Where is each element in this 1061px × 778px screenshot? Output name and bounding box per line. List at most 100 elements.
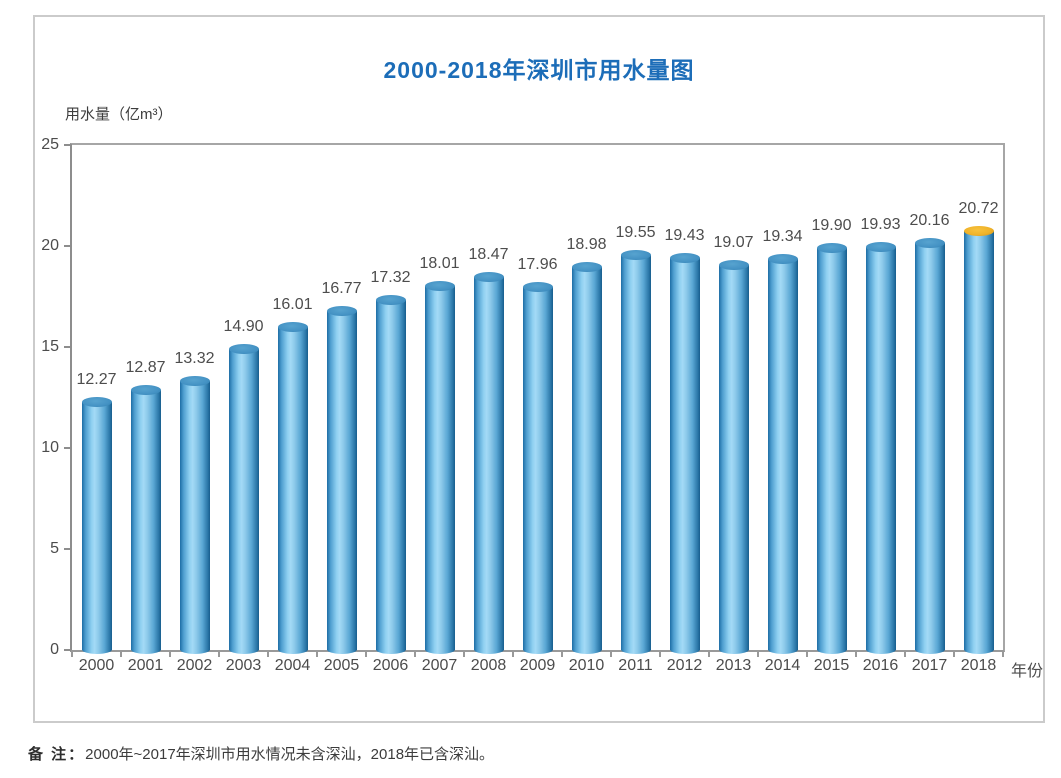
x-tick-mark — [904, 650, 906, 657]
x-tick-mark — [414, 650, 416, 657]
bar-base-2013 — [718, 645, 749, 654]
x-tick-label-2012: 2012 — [666, 657, 703, 674]
bar-slot-2002: 13.32 2002 — [170, 145, 219, 674]
x-tick-label-2011: 2011 — [618, 657, 653, 674]
bar-value-label-2001: 12.87 — [125, 359, 166, 377]
x-tick-label-2015: 2015 — [813, 657, 850, 674]
bar-base-2000 — [81, 645, 112, 654]
bar-cap-2002 — [179, 375, 210, 386]
bar-slot-2007: 18.01 2007 — [415, 145, 464, 674]
x-tick-mark — [218, 650, 220, 657]
bar-value-label-2005: 16.77 — [321, 280, 362, 298]
bar-value-label-2002: 13.32 — [174, 349, 215, 367]
bar-slot-2001: 12.87 2001 — [121, 145, 170, 674]
bar-value-label-2011: 19.55 — [615, 224, 656, 242]
bar-slot-2006: 17.32 2006 — [366, 145, 415, 674]
bar-slot-2010: 18.98 2010 — [562, 145, 611, 674]
x-tick-mark — [267, 650, 269, 657]
bar-cap-2009 — [522, 282, 553, 293]
bar-cap-2014 — [767, 254, 798, 265]
bar-2008 — [473, 271, 504, 654]
bar-value-label-2004: 16.01 — [272, 295, 313, 313]
y-tick-mark — [64, 144, 72, 146]
bar-base-2004 — [277, 645, 308, 654]
x-tick-label-2006: 2006 — [372, 657, 409, 674]
bar-slot-2011: 19.55 2011 — [611, 145, 660, 674]
y-tick-mark — [64, 245, 72, 247]
y-axis-title: 用水量（亿m³） — [65, 106, 173, 123]
x-tick-mark — [561, 650, 563, 657]
y-tick-mark — [64, 548, 72, 550]
footnote-text: 2000年~2017年深圳市用水情况未含深汕，2018年已含深汕。 — [85, 746, 495, 763]
bar-base-2018 — [963, 645, 994, 654]
bar-cap-2013 — [718, 259, 749, 270]
x-tick-label-2009: 2009 — [519, 657, 556, 674]
bar-slot-2015: 19.90 2015 — [807, 145, 856, 674]
x-tick-mark — [953, 650, 955, 657]
bar-base-2008 — [473, 645, 504, 654]
bar-cap-2005 — [326, 306, 357, 317]
x-tick-label-2010: 2010 — [568, 657, 605, 674]
y-tick-label-5: 5 — [50, 540, 59, 557]
bar-value-label-2018: 20.72 — [958, 200, 999, 218]
bar-cap-2006 — [375, 295, 406, 306]
bar-slot-2018: 20.72 2018 — [954, 145, 1003, 674]
y-tick-mark — [64, 346, 72, 348]
footnote-label: 备 注： — [28, 746, 86, 763]
bar-slot-2013: 19.07 2013 — [709, 145, 758, 674]
bar-cap-orange-2018 — [963, 226, 994, 237]
x-tick-label-2003: 2003 — [225, 657, 262, 674]
bar-slot-2008: 18.47 2008 — [464, 145, 513, 674]
bar-slot-2009: 17.96 2009 — [513, 145, 562, 674]
x-tick-mark — [855, 650, 857, 657]
x-tick-label-2014: 2014 — [764, 657, 801, 674]
plot-area: 12.27 2000 12.87 2001 13.32 2002 14.90 2003 16.0… — [41, 136, 1043, 680]
chart-title: 2000-2018年深圳市用水量图 — [383, 57, 695, 83]
x-tick-mark — [120, 650, 122, 657]
x-tick-label-2016: 2016 — [862, 657, 899, 674]
bar-slot-2012: 19.43 2012 — [660, 145, 709, 674]
y-tick-label-25: 25 — [41, 136, 59, 153]
bar-2009 — [522, 282, 553, 654]
x-tick-mark — [169, 650, 171, 657]
bar-slot-2000: 12.27 2000 — [72, 145, 121, 674]
y-tick-label-15: 15 — [41, 338, 59, 355]
bar-base-2012 — [669, 645, 700, 654]
bar-base-2011 — [620, 645, 651, 654]
bar-cap-2001 — [130, 385, 161, 396]
y-tick-label-10: 10 — [41, 439, 59, 456]
bar-cap-2007 — [424, 281, 455, 292]
bar-2006 — [375, 295, 406, 654]
x-tick-label-2000: 2000 — [78, 657, 115, 674]
x-tick-mark — [1002, 650, 1004, 657]
bar-base-2017 — [914, 645, 945, 654]
x-tick-label-2018: 2018 — [960, 657, 997, 674]
x-tick-mark — [757, 650, 759, 657]
x-tick-mark — [71, 650, 73, 657]
bar-2017 — [914, 237, 945, 654]
bar-value-label-2000: 12.27 — [76, 371, 117, 389]
bar-value-label-2016: 19.93 — [860, 216, 901, 234]
bar-cap-2008 — [473, 271, 504, 282]
bar-2010 — [571, 261, 602, 654]
x-tick-mark — [365, 650, 367, 657]
bar-base-2002 — [179, 645, 210, 654]
x-tick-mark — [659, 650, 661, 657]
bar-base-2005 — [326, 645, 357, 654]
bar-2014 — [767, 254, 798, 654]
bar-slot-2014: 19.34 2014 — [758, 145, 807, 674]
bar-2016 — [865, 242, 896, 654]
x-tick-label-2007: 2007 — [421, 657, 458, 674]
bar-cap-2003 — [228, 344, 259, 355]
bar-2012 — [669, 252, 700, 654]
bar-slot-2017: 20.16 2017 — [905, 145, 954, 674]
bar-value-label-2012: 19.43 — [664, 226, 705, 244]
x-tick-mark — [610, 650, 612, 657]
page-frame: 2000-2018年深圳市用水量图 用水量（亿m³） 12.27 2000 12.8… — [33, 15, 1045, 723]
x-tick-label-2008: 2008 — [470, 657, 507, 674]
bar-value-label-2009: 17.96 — [517, 256, 558, 274]
bar-cap-2015 — [816, 243, 847, 254]
bar-base-2003 — [228, 645, 259, 654]
bar-value-label-2013: 19.07 — [713, 233, 754, 251]
bar-value-label-2007: 18.01 — [419, 255, 460, 273]
